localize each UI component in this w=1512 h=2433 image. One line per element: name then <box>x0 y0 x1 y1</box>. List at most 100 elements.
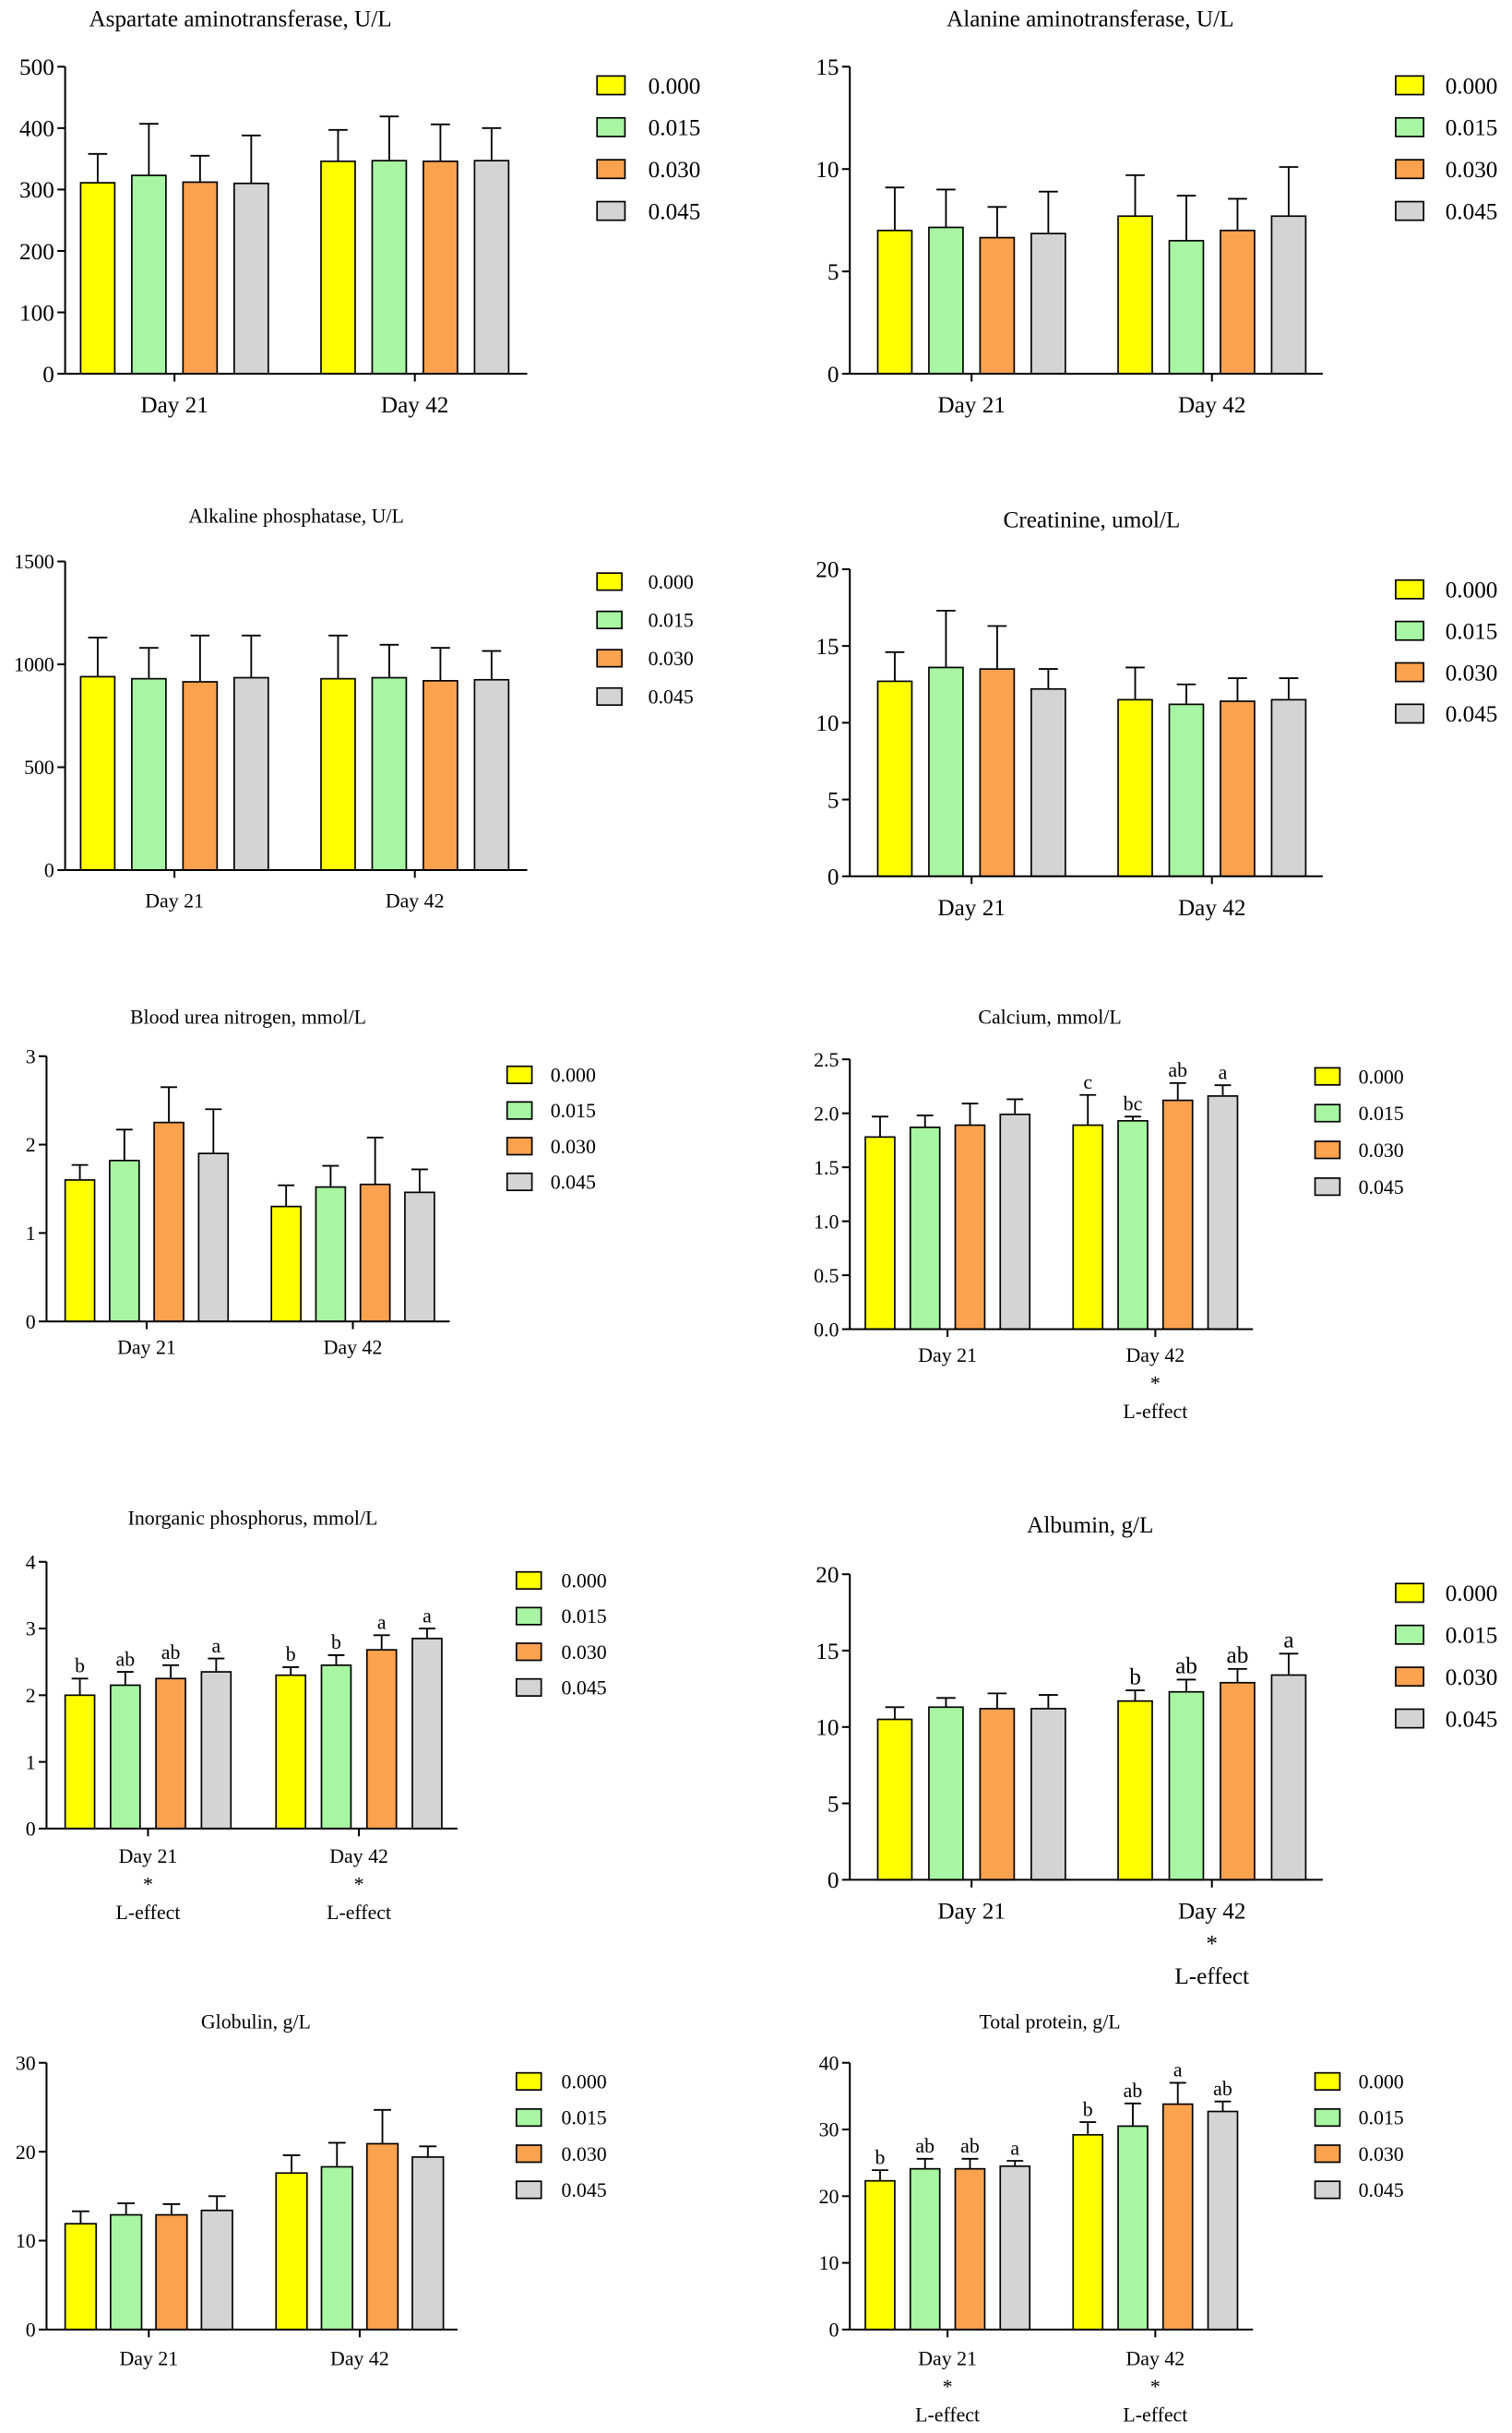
category-label-day-21: Day 21 <box>937 393 1005 418</box>
significance-asterisk: * <box>143 1873 153 1895</box>
bar-0-045-day-21 <box>1030 687 1066 877</box>
bar-0-045-day-42 <box>1207 2110 1239 2331</box>
bar-0-045-day-21 <box>232 182 269 375</box>
bar-0-015-day-42 <box>1168 1690 1205 1881</box>
legend-label-0-000: 0.000 <box>562 1570 607 1592</box>
legend: 0.000 0.015 0.030 0.045 <box>515 1570 607 1700</box>
legend-label-0-045: 0.045 <box>1359 2179 1404 2201</box>
legend: 0.000 0.015 0.030 0.045 <box>515 2071 607 2201</box>
legend-label-0-015: 0.015 <box>551 1100 596 1122</box>
error-bar-0-045-day-42 <box>419 1628 435 1639</box>
bar-0-030-day-21 <box>979 668 1016 877</box>
error-bar-0-030-day-21 <box>161 1086 178 1123</box>
bar-0-000-day-21 <box>79 675 116 871</box>
bar-0-000-day-42 <box>1117 1700 1153 1881</box>
bar-0-045-day-21 <box>999 1113 1031 1330</box>
error-bar-0-000-day-21 <box>88 637 108 677</box>
error-bar-0-030-day-42 <box>1169 1081 1186 1101</box>
error-bar-0-000-day-42 <box>1125 173 1145 217</box>
bar-0-015-day-42 <box>1168 703 1205 877</box>
error-bar-0-000-day-42 <box>328 128 348 161</box>
bar-0-015-day-21 <box>928 666 964 877</box>
y-tick-label: 40 <box>819 2052 839 2074</box>
legend-label-0-045: 0.045 <box>649 199 701 224</box>
legend-swatch-0-030 <box>1314 2144 1341 2164</box>
error-bar-0-030-day-21 <box>987 206 1007 238</box>
legend-swatch-0-000 <box>1395 578 1425 600</box>
legend-label-0-015: 0.015 <box>1446 116 1498 141</box>
legend-swatch-0-030 <box>596 649 623 668</box>
error-bar-0-015-day-21 <box>936 609 956 668</box>
error-bar-0-015-day-21 <box>936 1697 956 1708</box>
y-tick-label: 500 <box>19 55 54 80</box>
y-tick-label: 1 <box>26 1222 36 1245</box>
chart-albumin-g-l: Albumin, g/L b ab ab a 0 5 10 15 20 Day 21 Day 42 * L… <box>816 1513 1497 1989</box>
y-tick-label: 500 <box>24 757 54 779</box>
error-bar-0-030-day-42 <box>1228 197 1247 231</box>
category-label-day-42: Day 42 <box>1178 1899 1246 1924</box>
error-bar-0-030-day-42 <box>1169 2081 1186 2105</box>
error-bar-0-045-day-21 <box>205 1108 222 1154</box>
error-bar-0-015-day-21 <box>139 647 159 679</box>
error-bar-0-015-day-21 <box>916 1115 934 1127</box>
legend-swatch-0-000 <box>1395 1582 1425 1604</box>
y-tick-label: 0 <box>827 363 839 388</box>
category-label-day-42: Day 42 <box>381 393 449 418</box>
category-label-day-42: Day 42 <box>330 2348 389 2370</box>
bar-0-000-day-21 <box>876 680 913 877</box>
y-tick-label: 15 <box>816 1640 839 1664</box>
significance-asterisk: * <box>1150 2376 1161 2398</box>
legend-swatch-0-045 <box>596 686 623 707</box>
y-tick-label: 30 <box>819 2119 839 2141</box>
legend-swatch-0-015 <box>515 2107 542 2128</box>
y-tick-label: 10 <box>816 158 839 183</box>
y-tick-label: 1.0 <box>814 1211 839 1233</box>
bar-0-015-day-21 <box>131 174 167 375</box>
error-bar-0-045-day-42 <box>482 126 502 161</box>
error-bar-0-015-day-21 <box>116 1671 134 1686</box>
legend-label-0-000: 0.000 <box>551 1065 596 1087</box>
error-bar-0-045-day-42 <box>1214 2100 1232 2112</box>
bar-0-030-day-21 <box>153 1121 185 1323</box>
chart-title: Calcium, mmol/L <box>978 1006 1121 1028</box>
legend-label-0-030: 0.030 <box>562 2143 607 2165</box>
bar-0-000-day-42 <box>1117 698 1153 877</box>
error-bar-0-015-day-42 <box>1176 683 1197 705</box>
significance-letter-0-000-day-42: c <box>1083 1071 1092 1093</box>
y-tick-label: 5 <box>827 788 839 813</box>
legend-label-0-045: 0.045 <box>649 686 694 709</box>
bar-0-030-day-42 <box>423 680 458 871</box>
legend-swatch-0-045 <box>506 1172 533 1192</box>
error-bar-0-000-day-42 <box>1079 2121 1097 2135</box>
significance-letter-0-015-day-21: ab <box>915 2135 935 2157</box>
legend-swatch-0-000 <box>515 2071 542 2092</box>
y-tick-label: 0 <box>827 1868 839 1893</box>
y-tick-label: 0.0 <box>814 1318 839 1341</box>
legend-label-0-015: 0.015 <box>562 2107 607 2129</box>
error-bar-0-030-day-42 <box>374 2108 391 2144</box>
bar-0-045-day-42 <box>1270 215 1307 375</box>
bar-0-045-day-42 <box>473 678 510 871</box>
bar-0-015-day-42 <box>1117 1119 1149 1330</box>
bar-0-015-day-42 <box>320 2165 353 2331</box>
significance-asterisk: * <box>1206 1932 1218 1957</box>
chart-blood-urea-nitrogen-mmol-l: Blood urea nitrogen, mmol/L 0 1 2 3 Day 21 Day… <box>26 1006 596 1358</box>
y-tick-label: 2.0 <box>814 1103 839 1125</box>
bar-0-015-day-42 <box>1117 2125 1149 2331</box>
y-tick-label: 1 <box>26 1751 36 1773</box>
error-bar-0-030-day-21 <box>961 2157 979 2169</box>
category-label-day-21: Day 21 <box>918 1344 977 1366</box>
category-label-day-21: Day 21 <box>119 1845 178 1867</box>
error-bar-0-045-day-42 <box>411 1168 428 1193</box>
bar-0-045-day-21 <box>200 2209 233 2331</box>
legend: 0.000 0.015 0.030 0.045 <box>1314 2071 1404 2201</box>
legend-label-0-030: 0.030 <box>1359 2143 1404 2165</box>
legend-label-0-045: 0.045 <box>1446 702 1498 727</box>
legend-swatch-0-015 <box>1395 116 1425 137</box>
bar-0-015-day-21 <box>131 677 167 871</box>
error-bar-0-000-day-21 <box>872 2169 888 2181</box>
category-label-day-42: Day 42 <box>386 889 445 912</box>
error-bar-0-015-day-42 <box>1176 195 1197 241</box>
error-bar-0-045-day-21 <box>1039 190 1058 234</box>
